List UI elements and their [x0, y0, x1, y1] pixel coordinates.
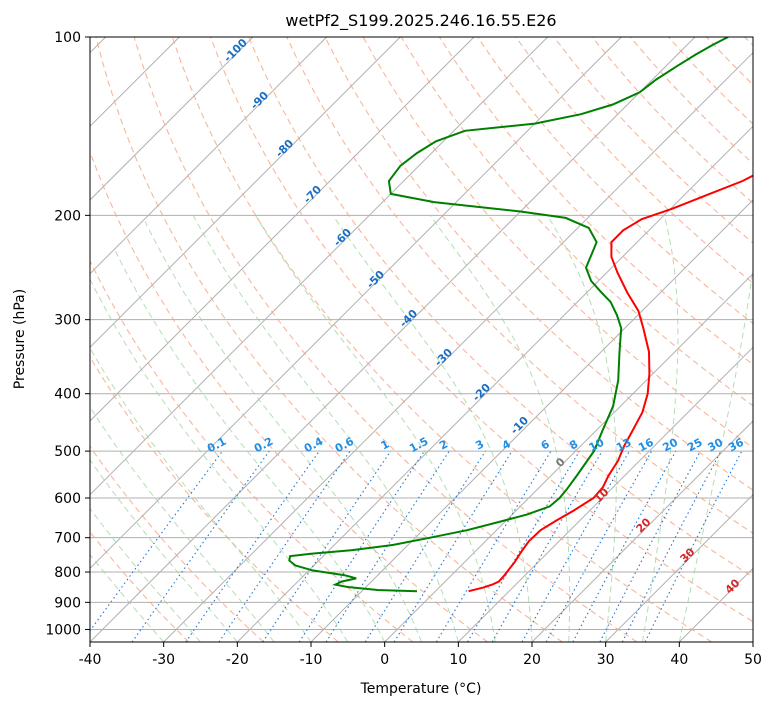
mixing-ratio-line — [262, 450, 392, 642]
y-tick-label: 100 — [54, 30, 81, 46]
isotherm-line — [384, 272, 753, 642]
isotherm-line — [163, 51, 753, 642]
isotherm-line — [90, 37, 622, 570]
x-tick-label: -40 — [79, 652, 102, 668]
dry-adiabat-line — [209, 37, 753, 623]
moist-adiabat-line — [192, 215, 459, 642]
y-tick-label: 600 — [54, 491, 81, 507]
x-tick-label: 30 — [597, 652, 615, 668]
moist-adiabat-line — [678, 263, 753, 642]
dry-adiabat-line — [95, 37, 563, 642]
mixing-ratio-label: 36 — [726, 436, 746, 455]
y-axis-label: Pressure (hPa) — [12, 289, 28, 389]
moist-adiabat-line — [546, 215, 617, 642]
dry-adiabat-line — [286, 37, 753, 534]
mixing-ratio-line — [185, 450, 320, 642]
y-tick-label: 200 — [54, 208, 81, 224]
y-tick-label: 400 — [54, 387, 81, 403]
series-layer — [288, 37, 753, 593]
tick-layer: -40 -30 -20 -10 0 10 20 30 40 50 100 200 300 400 500 60… — [45, 30, 762, 668]
mixing-ratio-label: 10 — [587, 436, 607, 455]
isotherm-line — [605, 493, 753, 642]
dewpoint-profile-line — [288, 37, 729, 593]
mixing-ratio-label: 25 — [685, 436, 705, 455]
mixing-ratio-line — [599, 450, 701, 642]
moist-adiabat-line — [90, 278, 349, 642]
plot-frame — [89, 36, 754, 643]
dry-adiabat-line — [324, 37, 753, 491]
mixing-ratio-label: 20 — [660, 436, 680, 455]
x-tick-label: 40 — [670, 652, 688, 668]
x-tick-label: 50 — [744, 652, 762, 668]
moist-adiabat-line — [90, 507, 201, 642]
mixing-ratio-line — [435, 450, 552, 642]
moist-adiabat-line — [144, 221, 422, 642]
dry-adiabat-line — [515, 37, 753, 284]
x-tick-label: 10 — [449, 652, 467, 668]
x-tick-label: 20 — [523, 652, 541, 668]
x-tick-label: -20 — [226, 652, 249, 668]
mixing-ratio-label: 13 — [614, 436, 634, 455]
isotherm-line — [236, 125, 753, 642]
y-tick-label: 500 — [54, 444, 81, 460]
y-tick-label: 900 — [54, 595, 81, 611]
y-tick-label: 800 — [54, 565, 81, 581]
x-axis-label: Temperature (°C) — [360, 681, 482, 697]
chart-title: wetPf2_S199.2025.246.16.55.E26 — [285, 11, 556, 31]
isotherm-line — [90, 37, 475, 422]
mixing-ratio-line — [364, 450, 486, 642]
moist-adiabat-line — [332, 215, 533, 642]
mixing-ratio-line — [325, 450, 450, 642]
moist-adiabat-line — [115, 251, 386, 642]
dry-adiabat-line — [90, 445, 264, 642]
mixing-ratio-line — [218, 450, 351, 642]
mixing-ratio-line — [298, 450, 425, 642]
isotherm-line — [531, 420, 753, 642]
mixing-ratio-label: 30 — [706, 436, 726, 455]
mixing-ratio-line — [393, 450, 513, 642]
isotherm-line — [90, 37, 401, 349]
adiabat-layer — [90, 37, 753, 642]
moist-adiabat-line — [90, 459, 238, 642]
mixing-ratio-line — [572, 450, 677, 642]
y-tick-label: 300 — [54, 313, 81, 329]
y-tick-label: 1000 — [45, 622, 81, 638]
isotherm-line — [457, 346, 753, 642]
moist-adiabat-line — [642, 215, 679, 642]
moist-adiabat-line — [90, 406, 275, 642]
dry-adiabat-line — [248, 37, 753, 578]
moist-adiabat-line — [429, 215, 571, 642]
dry-adiabat-line — [171, 37, 712, 642]
y-tick-label: 700 — [54, 531, 81, 547]
isotherm-line — [90, 37, 254, 201]
x-tick-label: -10 — [300, 652, 323, 668]
x-tick-label: 0 — [380, 652, 389, 668]
isotherm-line — [90, 37, 328, 275]
x-tick-label: -30 — [152, 652, 175, 668]
dry-adiabat-line — [133, 37, 638, 642]
temperature-profile-line — [468, 174, 753, 593]
dry-adiabat-line — [90, 259, 414, 642]
moist-adiabat-line — [90, 347, 312, 642]
mixing-ratio-label: 16 — [636, 436, 656, 455]
